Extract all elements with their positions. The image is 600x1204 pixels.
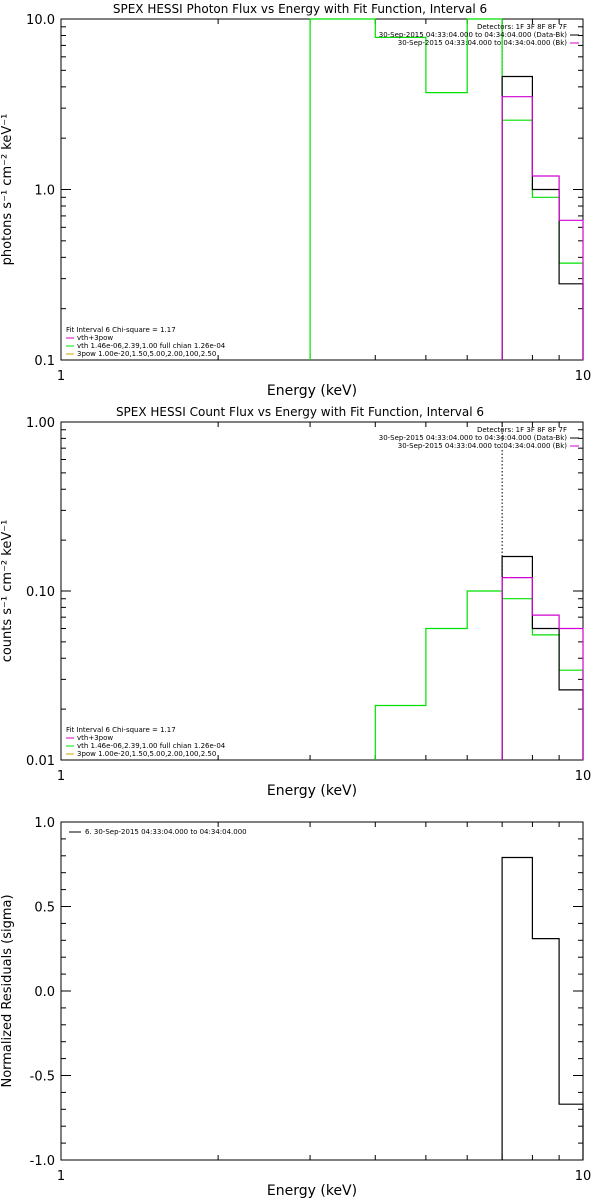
panel-2: 1 10 0.01 0.10 1.00 SPEX HESSI Count Flux vs … <box>0 405 591 799</box>
series-1-step-line <box>501 856 584 1160</box>
legend-entry: 30-Sep-2015 04:33:04.000 to 04:34:04.000… <box>398 39 568 47</box>
legend-entry: 3pow 1.00e-20,1.50,5.00,2.00,100,2.50 <box>77 350 216 358</box>
legend-entry: 30-Sep-2015 04:33:04.000 to 04:34:04.000… <box>398 442 568 450</box>
chart-title: SPEX HESSI Count Flux vs Energy with Fit… <box>116 405 484 419</box>
legend-entry: Detectors: 1F 3F 8F 8F 7F <box>477 426 567 434</box>
y-tick-label: 0.5 <box>34 901 55 916</box>
plot-frame <box>60 421 584 761</box>
series-1-step-line <box>309 18 503 360</box>
y-tick-label: 0.1 <box>34 354 55 369</box>
y-tick-label: 10.0 <box>26 13 55 28</box>
legend-entry: 30-Sep-2015 04:33:04.000 to 04:34:04.000… <box>379 434 568 442</box>
y-tick-label: 1.00 <box>26 416 55 431</box>
x-axis-label: Energy (keV) <box>267 783 357 799</box>
y-axis-label: photons s⁻¹ cm⁻² keV⁻¹ <box>0 114 15 266</box>
y-tick-label: -1.0 <box>30 1154 55 1169</box>
legend-entry: vth 1.46e-06,2.39,1.00 full chian 1.26e-… <box>77 342 226 350</box>
plot-frame <box>60 821 584 1161</box>
x-tick-label: 10 <box>575 369 592 384</box>
y-tick-label: -0.5 <box>30 1070 55 1085</box>
legend-entry: Fit Interval 6 Chi-square = 1.17 <box>66 726 176 734</box>
series-4-step-line <box>501 577 584 760</box>
legend-entry: Fit Interval 6 Chi-square = 1.17 <box>66 326 176 334</box>
panel-1: 1 10 0.1 1.0 10.0 SPEX HESSI Photon Flux vs E… <box>0 2 591 399</box>
legend-entry: 6. 30-Sep-2015 04:33:04.000 to 04:34:04.… <box>85 828 247 836</box>
legend-entry: vth+3pow <box>77 334 113 342</box>
y-tick-label: 1.0 <box>34 184 55 199</box>
x-tick-label: 10 <box>575 769 592 784</box>
series-2-step-line <box>501 119 584 360</box>
x-axis-label: Energy (keV) <box>267 383 357 399</box>
series-1-step-line <box>374 590 503 760</box>
y-axis-label: Normalized Residuals (sigma) <box>0 894 15 1087</box>
x-tick-label: 1 <box>57 369 65 384</box>
legend-entry: 30-Sep-2015 04:33:04.000 to 04:34:04.000… <box>379 31 568 39</box>
legend-entry: vth+3pow <box>77 734 113 742</box>
series-3-step-line <box>501 75 584 360</box>
plot-frame <box>60 18 584 361</box>
x-axis-label: Energy (keV) <box>267 1183 357 1199</box>
series-2-step-line <box>501 598 584 760</box>
y-tick-label: 0.01 <box>26 754 55 769</box>
x-tick-label: 1 <box>57 769 65 784</box>
legend-entry: 3pow 1.00e-20,1.50,5.00,2.00,100,2.50 <box>77 750 216 758</box>
x-tick-label: 1 <box>57 1169 65 1184</box>
legend-entry: Detectors: 1F 3F 8F 8F 7F <box>477 23 567 31</box>
legend-entry: vth 1.46e-06,2.39,1.00 full chian 1.26e-… <box>77 742 226 750</box>
panel-3: 1 10 -1.0 -0.5 0.0 0.5 1.0 Energy (keV) Normaliz… <box>0 816 591 1199</box>
x-tick-label: 10 <box>575 1169 592 1184</box>
series-3-step-line <box>501 555 584 760</box>
y-tick-label: 0.10 <box>26 585 55 600</box>
chart-title: SPEX HESSI Photon Flux vs Energy with Fi… <box>113 2 487 16</box>
y-axis-label: counts s⁻¹ cm⁻² keV⁻¹ <box>0 520 15 663</box>
series-4-step-line <box>501 96 584 360</box>
y-tick-label: 0.0 <box>34 985 55 1000</box>
y-tick-label: 1.0 <box>34 816 55 831</box>
